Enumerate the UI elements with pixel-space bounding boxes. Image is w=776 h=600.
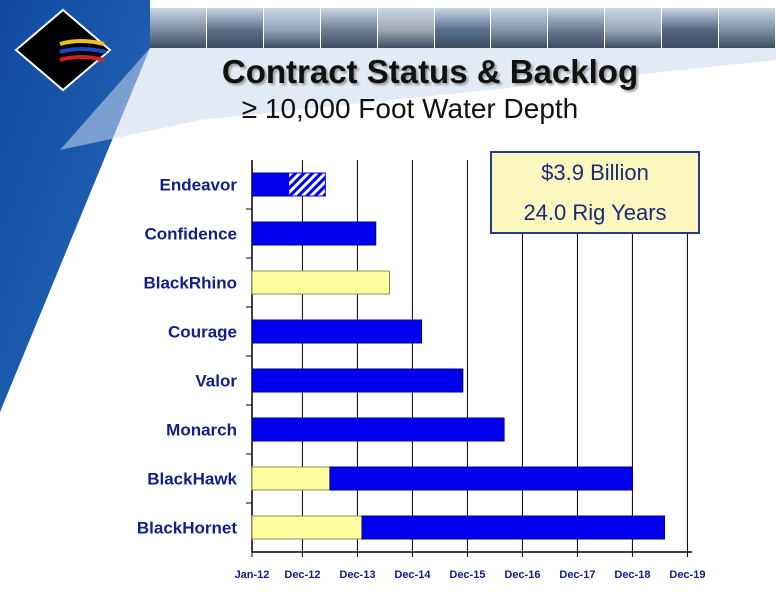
x-tick-label: Dec-18 <box>614 569 650 581</box>
summary-box: $3.9 Billion 24.0 Rig Years <box>490 151 700 234</box>
slide-subtitle: ≥ 10,000 Foot Water Depth <box>241 93 579 124</box>
company-logo <box>14 8 112 92</box>
photo-tile <box>719 8 775 48</box>
bar-segment-contracted <box>251 417 505 442</box>
category-label: Courage <box>168 323 237 342</box>
summary-value: $3.9 Billion <box>541 160 649 185</box>
photo-tile <box>605 8 662 48</box>
photo-tile <box>150 8 206 48</box>
title-block: Contract Status & Backlog ≥ 10,000 Foot … <box>130 52 730 126</box>
x-tick-label: Dec-13 <box>339 569 375 581</box>
summary-rig-years: 24.0 Rig Years <box>523 200 667 225</box>
bar-segment-contracted <box>251 319 423 344</box>
bar-segment-option <box>288 172 326 197</box>
bar-segment-contracted <box>251 221 377 246</box>
category-label: BlackHawk <box>147 470 237 489</box>
bar-segment-contracted <box>361 515 665 540</box>
photo-tile <box>548 8 605 48</box>
slide-title: Contract Status & Backlog <box>221 53 639 90</box>
x-tick-label: Dec-14 <box>394 569 431 581</box>
category-label: Monarch <box>166 421 237 440</box>
photo-tile <box>263 8 320 48</box>
category-label: Confidence <box>144 225 237 244</box>
background-light-panel <box>60 48 776 150</box>
x-tick-label: Dec-19 <box>669 569 705 581</box>
x-tick-label: Dec-16 <box>504 569 540 581</box>
category-label: Valor <box>195 372 237 391</box>
photo-strip <box>150 8 776 48</box>
photo-tile <box>320 8 377 48</box>
category-label: BlackHornet <box>137 519 237 538</box>
photo-tile <box>206 8 263 48</box>
photo-tile <box>662 8 719 48</box>
photo-tile <box>491 8 548 48</box>
x-tick-label: Dec-15 <box>449 569 485 581</box>
x-tick-label: Dec-12 <box>284 569 320 581</box>
x-tick-label: Dec-17 <box>559 569 595 581</box>
bar-segment-available <box>251 270 390 295</box>
x-tick-label: Jan-12 <box>235 569 270 581</box>
chart-area: Jan-12 Dec-12 Dec-13 Dec-14 Dec-15 Dec-16 Dec-… <box>137 160 705 581</box>
bar-segment-contracted <box>251 368 464 393</box>
bar-segment-available <box>251 466 331 491</box>
bar-segment-contracted <box>329 466 633 491</box>
category-label: BlackRhino <box>143 274 237 293</box>
photo-tile <box>377 8 434 48</box>
category-label: Endeavor <box>160 176 238 195</box>
photo-tile <box>434 8 491 48</box>
bar-segment-available <box>251 515 363 540</box>
bar-segment-contracted <box>251 172 290 197</box>
